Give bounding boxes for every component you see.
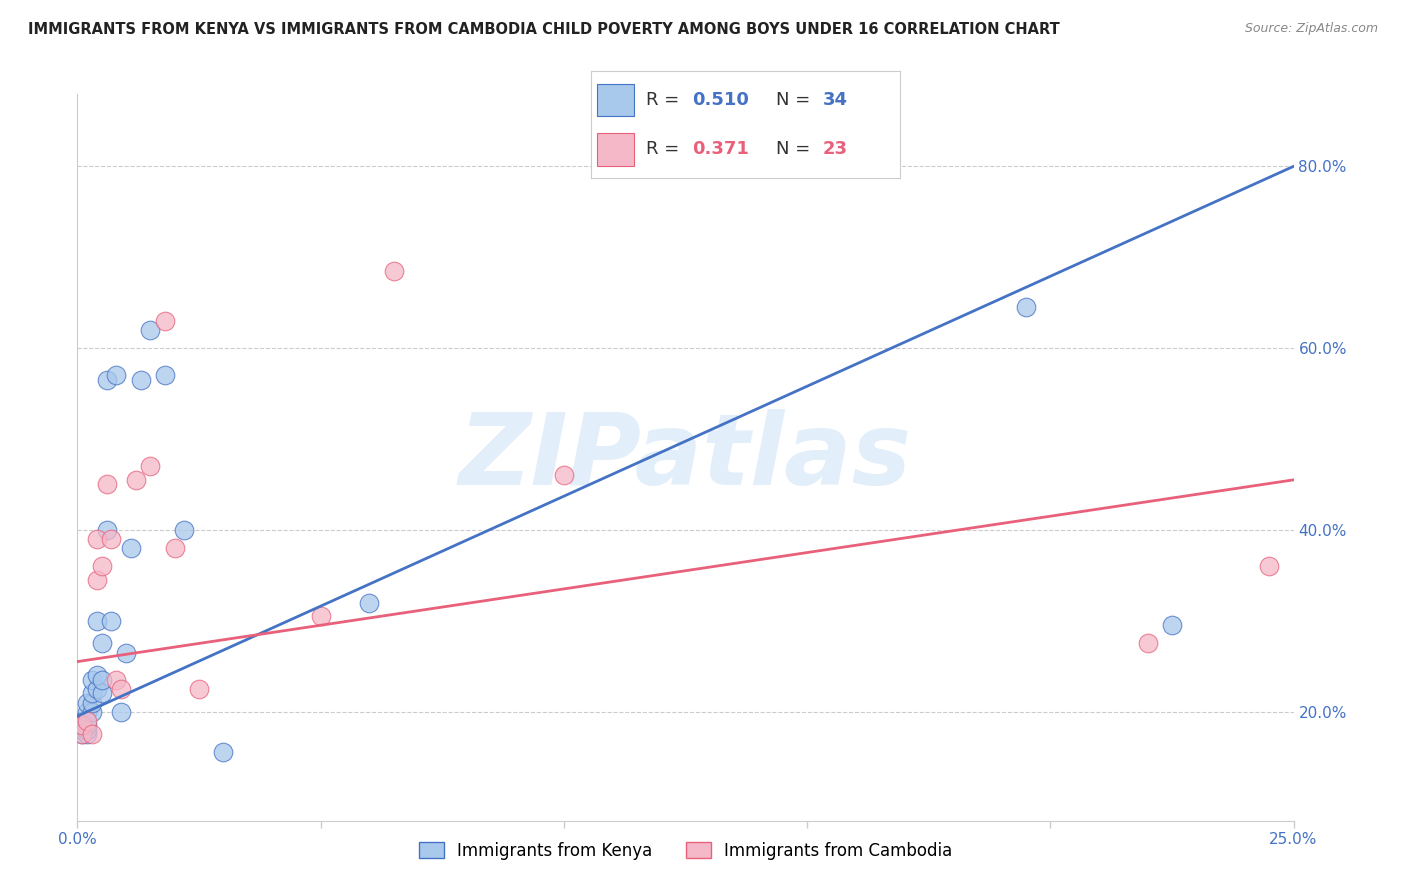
Point	[76, 723, 98, 737]
Point	[86, 573, 108, 587]
Point	[359, 596, 381, 610]
Point	[80, 673, 103, 687]
Point	[100, 614, 122, 628]
Point	[120, 541, 142, 555]
Point	[70, 723, 93, 737]
Point	[553, 468, 575, 483]
Text: ZIPatlas: ZIPatlas	[458, 409, 912, 506]
Point	[90, 559, 112, 574]
Point	[76, 718, 98, 732]
Text: 23: 23	[823, 141, 848, 159]
Point	[212, 746, 235, 760]
Point	[129, 373, 152, 387]
Point	[153, 314, 176, 328]
Point	[76, 714, 98, 728]
Point	[70, 718, 93, 732]
Point	[1161, 618, 1184, 632]
Text: IMMIGRANTS FROM KENYA VS IMMIGRANTS FROM CAMBODIA CHILD POVERTY AMONG BOYS UNDER: IMMIGRANTS FROM KENYA VS IMMIGRANTS FROM…	[28, 22, 1060, 37]
Point	[86, 681, 108, 696]
Point	[1015, 300, 1038, 314]
Point	[110, 681, 132, 696]
Legend: Immigrants from Kenya, Immigrants from Cambodia: Immigrants from Kenya, Immigrants from C…	[412, 836, 959, 867]
Point	[76, 727, 98, 741]
Text: N =: N =	[776, 141, 815, 159]
Point	[70, 727, 93, 741]
Text: 0.510: 0.510	[693, 91, 749, 109]
Point	[80, 705, 103, 719]
Point	[309, 609, 332, 624]
Point	[110, 705, 132, 719]
Point	[96, 523, 118, 537]
Point	[1136, 636, 1159, 650]
FancyBboxPatch shape	[596, 84, 634, 116]
Text: R =: R =	[647, 141, 685, 159]
Point	[115, 646, 138, 660]
Point	[163, 541, 186, 555]
Point	[70, 727, 93, 741]
Point	[76, 696, 98, 710]
Text: Source: ZipAtlas.com: Source: ZipAtlas.com	[1244, 22, 1378, 36]
Point	[100, 532, 122, 546]
Point	[105, 673, 128, 687]
Point	[382, 264, 405, 278]
Point	[96, 373, 118, 387]
FancyBboxPatch shape	[596, 134, 634, 166]
Text: 0.371: 0.371	[693, 141, 749, 159]
Point	[86, 668, 108, 682]
Point	[86, 614, 108, 628]
Point	[105, 368, 128, 383]
Point	[86, 532, 108, 546]
Point	[125, 473, 148, 487]
Point	[139, 323, 162, 337]
Point	[90, 636, 112, 650]
Point	[173, 523, 195, 537]
Point	[1258, 559, 1281, 574]
Text: 34: 34	[823, 91, 848, 109]
Point	[90, 673, 112, 687]
Point	[80, 696, 103, 710]
Point	[139, 459, 162, 474]
Point	[76, 705, 98, 719]
Text: N =: N =	[776, 91, 815, 109]
Point	[80, 727, 103, 741]
Point	[80, 686, 103, 700]
Text: R =: R =	[647, 91, 685, 109]
Point	[188, 681, 211, 696]
Point	[153, 368, 176, 383]
Point	[90, 686, 112, 700]
Point	[96, 477, 118, 491]
Point	[70, 718, 93, 732]
Point	[70, 714, 93, 728]
